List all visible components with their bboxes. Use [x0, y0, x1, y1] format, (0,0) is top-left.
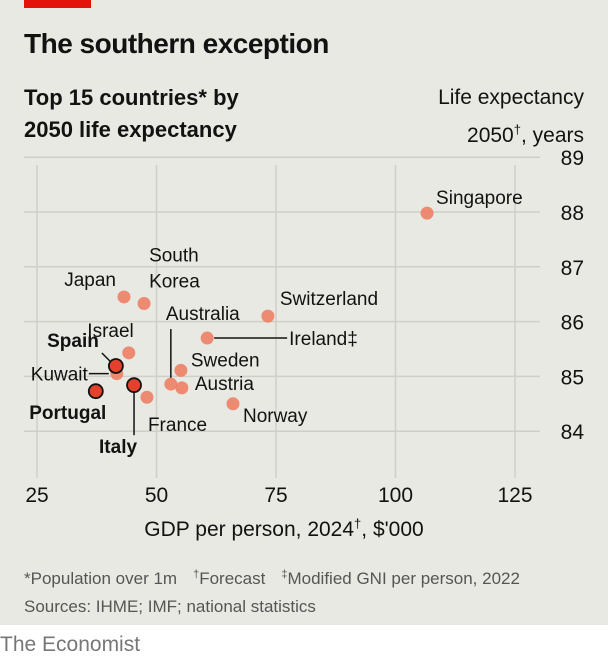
data-point: [126, 377, 142, 394]
data-point: [175, 381, 189, 395]
country-label: Korea: [149, 272, 200, 293]
y-label-mark: †: [513, 122, 521, 137]
country-label: Italy: [99, 437, 137, 458]
data-point: [420, 206, 434, 220]
data-point: [122, 346, 136, 360]
x-tick-label: 50: [145, 484, 168, 507]
y-tick-label: 85: [561, 366, 584, 389]
data-point: [117, 290, 131, 304]
data-point: [174, 363, 188, 377]
y-tick-label: 84: [561, 421, 585, 444]
note-forecast: †Forecast: [193, 568, 266, 588]
country-label: Ireland‡: [289, 329, 358, 350]
y-tick-label: 88: [561, 202, 584, 225]
y-tick-label: 89: [561, 147, 584, 170]
chart-title: The southern exception: [24, 28, 329, 59]
country-label: Switzerland: [280, 289, 378, 310]
brand-red-bar: [24, 0, 91, 8]
country-label: Norway: [243, 406, 308, 427]
country-label: Israel: [87, 321, 133, 342]
x-tick-label: 100: [378, 484, 413, 507]
x-axis-label: GDP per person, 2024†, $'000: [0, 516, 608, 542]
note-population: *Population over 1m: [24, 568, 178, 588]
country-label: France: [148, 415, 207, 436]
chart-panel: [0, 0, 608, 625]
data-point: [137, 297, 151, 311]
note-gni: ‡Modified GNI per person, 2022: [281, 568, 520, 588]
country-label: Kuwait: [31, 365, 89, 386]
data-point: [107, 358, 124, 374]
chart-subtitle: Top 15 countries* by 2050 life expectanc…: [24, 85, 239, 142]
x-tick-label: 125: [497, 484, 532, 507]
leader-line: [101, 352, 112, 363]
country-label: Sweden: [191, 350, 260, 371]
x-tick-label: 75: [264, 484, 287, 507]
footnotes: *Population over 1m †Forecast ‡Modified GN…: [24, 560, 536, 621]
gni-mark: ‡: [281, 568, 288, 580]
forecast-text: Forecast: [199, 568, 266, 588]
country-label: Spain: [47, 331, 99, 352]
country-label: Singapore: [436, 188, 523, 209]
country-label: Japan: [64, 270, 116, 291]
x-label-tail: , $'000: [361, 518, 424, 541]
y-tick-label: 87: [561, 257, 584, 280]
data-point: [261, 309, 275, 323]
data-point: [164, 377, 178, 391]
x-tick-label: 25: [25, 484, 48, 507]
scatter-plot: 84 85 86 87 88 89 25 50 75 100 125 Singapore Japan So…: [24, 147, 585, 507]
country-label: Portugal: [29, 403, 106, 424]
forecast-mark: †: [193, 568, 200, 580]
x-label-main: GDP per person, 2024: [144, 518, 355, 541]
y-label-year: 2050: [467, 124, 514, 147]
y-label-line1: Life expectancy: [438, 86, 584, 109]
country-label: Australia: [166, 304, 240, 325]
gni-text: Modified GNI per person, 2022: [287, 568, 520, 588]
country-label: South: [149, 246, 199, 267]
data-point: [226, 397, 240, 411]
sources: Sources: IHME; IMF; national statistics: [24, 596, 316, 616]
x-label-mark: †: [354, 516, 362, 531]
y-label-tail: , years: [520, 124, 584, 147]
country-label: Austria: [195, 374, 255, 395]
y-tick-label: 86: [561, 312, 584, 335]
y-axis-label: Life expectancy 2050†, years: [438, 82, 584, 152]
data-point: [140, 390, 154, 404]
brand-logo-text: The Economist: [0, 633, 141, 656]
data-point: [87, 383, 104, 400]
data-point: [200, 331, 214, 345]
